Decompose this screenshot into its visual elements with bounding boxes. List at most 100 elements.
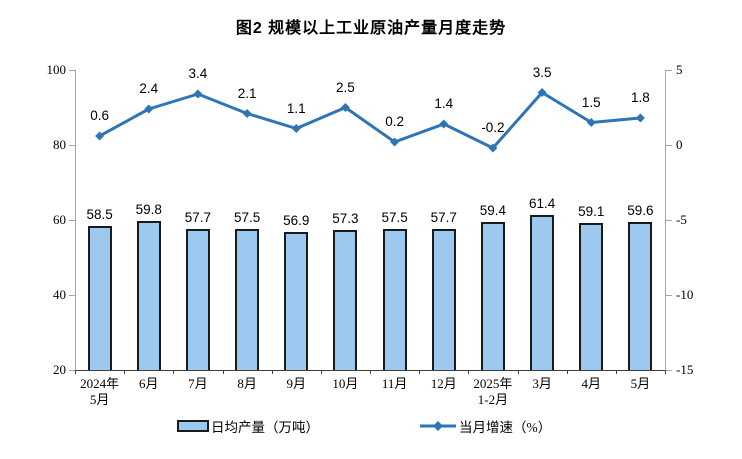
line-value-label: 1.4 xyxy=(434,96,454,111)
line-marker-icon xyxy=(488,143,498,153)
chart-title: 图2 规模以上工业原油产量月度走势 xyxy=(235,20,507,37)
line-marker-icon xyxy=(340,103,350,112)
x-axis-category-label: 2025年 1-2月 xyxy=(473,376,513,407)
x-axis-category-label: 5月 xyxy=(630,376,651,391)
line-swatch-icon xyxy=(420,421,456,431)
bar-value-label: 57.7 xyxy=(184,209,212,225)
y-axis-left-tick-label: 60 xyxy=(53,212,66,227)
bar xyxy=(431,228,456,370)
bar-value-label: 59.4 xyxy=(479,203,507,219)
line-marker-icon xyxy=(586,118,596,127)
bar xyxy=(235,229,260,370)
line-marker-icon xyxy=(144,104,154,114)
y-axis-right-line xyxy=(665,70,666,370)
x-axis-category-label: 10月 xyxy=(332,376,359,391)
bar xyxy=(284,231,309,370)
line-value-label: -0.2 xyxy=(481,120,505,135)
y-axis-left-tick xyxy=(69,295,75,296)
bar xyxy=(530,214,555,370)
x-axis-tick xyxy=(320,370,322,374)
bar-swatch-icon xyxy=(177,420,209,432)
y-axis-right-tick xyxy=(666,145,672,146)
x-axis-category-label: 7月 xyxy=(188,376,208,391)
line-value-label: 1.1 xyxy=(286,100,306,116)
x-axis-tick xyxy=(419,370,421,374)
bar-value-label: 56.9 xyxy=(283,212,310,228)
legend-bar-label: 日均产量（万吨） xyxy=(211,420,319,435)
line-value-label: 1.5 xyxy=(581,94,601,110)
bar-value-label: 57.3 xyxy=(332,211,359,227)
line-value-label: 3.4 xyxy=(188,66,208,81)
x-axis-tick xyxy=(468,370,470,374)
line-marker-icon xyxy=(291,124,301,133)
line-value-label: 3.5 xyxy=(532,64,552,80)
bar-value-label: 59.8 xyxy=(135,201,162,217)
y-axis-right-tick xyxy=(666,295,672,296)
y-axis-right-tick xyxy=(666,370,672,371)
bar xyxy=(333,230,358,370)
x-axis-tick xyxy=(271,370,273,374)
y-axis-right-tick-label: -10 xyxy=(676,287,694,302)
x-axis-tick xyxy=(222,370,224,374)
bar xyxy=(382,229,407,370)
y-axis-right-tick-label: 5 xyxy=(676,62,683,77)
line-marker-icon xyxy=(537,88,547,97)
x-axis-category-label: 2024年 5月 xyxy=(80,376,120,407)
bar xyxy=(87,225,112,370)
bar xyxy=(136,220,161,370)
line-value-label: 1.8 xyxy=(631,90,650,105)
x-axis-tick xyxy=(75,370,76,374)
x-axis-category-label: 6月 xyxy=(138,376,159,391)
line-value-label: 0.6 xyxy=(90,108,109,123)
bar xyxy=(185,228,210,370)
line-value-label: 2.4 xyxy=(139,81,159,96)
line-value-label: 2.1 xyxy=(237,85,257,101)
y-axis-left-tick-label: 40 xyxy=(53,287,66,302)
legend-item-daily-output: 日均产量（万吨） xyxy=(177,418,319,435)
y-axis-left-tick-label: 80 xyxy=(53,137,66,152)
y-axis-right-tick-label: -5 xyxy=(676,212,687,227)
x-axis-tick xyxy=(566,370,568,374)
x-axis-tick xyxy=(124,370,126,374)
y-axis-left-tick-label: 100 xyxy=(46,62,67,77)
bar xyxy=(579,223,604,370)
line-marker-icon xyxy=(193,89,203,99)
bar xyxy=(628,221,653,370)
x-axis-category-label: 3月 xyxy=(532,376,552,391)
line-marker-icon xyxy=(242,109,252,118)
x-axis-category-label: 11月 xyxy=(381,376,408,391)
bar xyxy=(480,222,505,370)
y-axis-left-line xyxy=(75,70,76,370)
y-axis-right-tick-label: 0 xyxy=(676,137,683,152)
bar-value-label: 58.5 xyxy=(86,206,113,222)
line-marker-icon xyxy=(439,119,449,129)
x-axis-category-label: 4月 xyxy=(581,376,601,391)
legend-item-growth-rate: 当月增速（%） xyxy=(419,418,552,435)
x-axis-tick xyxy=(665,370,666,374)
bar-value-label: 59.6 xyxy=(627,202,654,218)
y-axis-left-tick xyxy=(69,70,75,71)
line-marker-icon xyxy=(390,137,400,147)
bar-value-label: 57.5 xyxy=(381,210,408,226)
line-marker-icon xyxy=(635,113,645,123)
y-axis-left-tick xyxy=(69,220,75,221)
legend-line-label: 当月增速（%） xyxy=(459,420,552,435)
y-axis-right-tick xyxy=(666,70,672,71)
line-value-label: 0.2 xyxy=(385,114,404,129)
bar-value-label: 59.1 xyxy=(578,204,605,220)
line-value-label: 2.5 xyxy=(336,79,355,95)
x-axis-category-label: 9月 xyxy=(286,376,306,391)
x-axis-category-label: 8月 xyxy=(237,376,257,391)
bar-value-label: 57.7 xyxy=(430,209,457,225)
y-axis-left-tick xyxy=(69,145,75,146)
y-axis-left-tick xyxy=(69,370,75,371)
y-axis-left-tick-label: 20 xyxy=(53,362,66,377)
bar-value-label: 61.4 xyxy=(528,195,556,211)
bar-value-label: 57.5 xyxy=(233,210,261,226)
line-marker-icon xyxy=(95,131,105,141)
x-axis-tick xyxy=(173,370,175,374)
x-axis-tick xyxy=(517,370,519,374)
y-axis-right-tick-label: -15 xyxy=(676,362,694,377)
y-axis-right-tick xyxy=(666,220,672,221)
